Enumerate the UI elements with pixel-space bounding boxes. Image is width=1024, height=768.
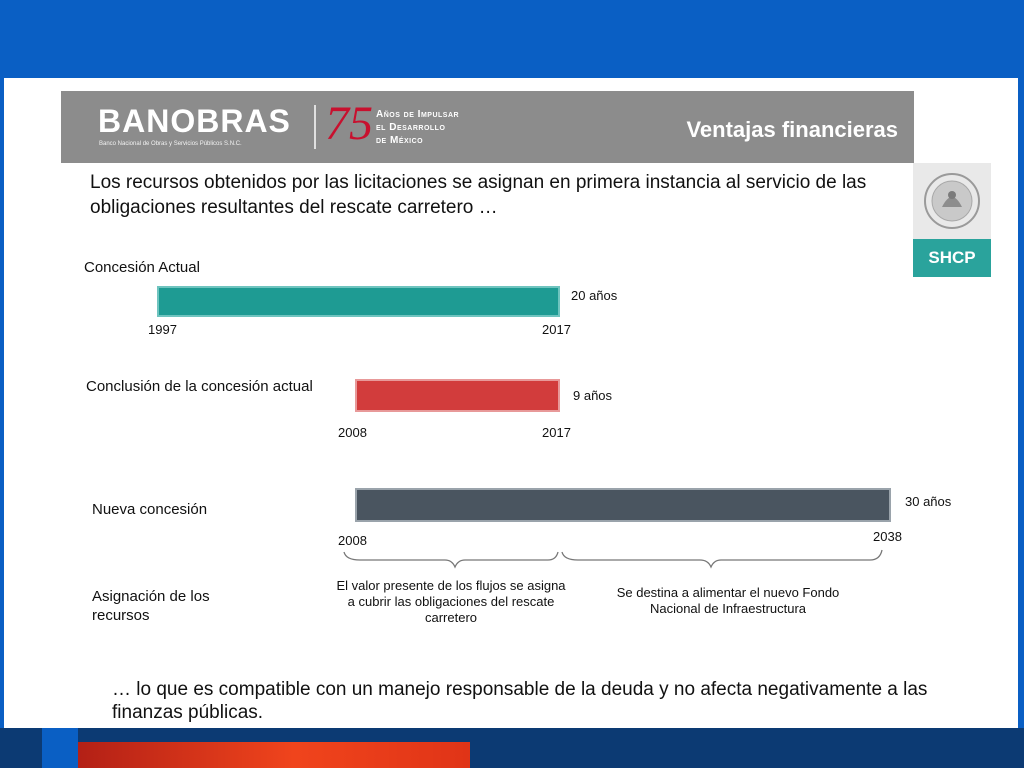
shcp-logo: SHCP bbox=[913, 163, 991, 277]
left-edge bbox=[0, 78, 4, 728]
timeline-end-current: 2017 bbox=[542, 322, 571, 337]
timeline-start-new: 2008 bbox=[338, 533, 367, 548]
allocation-label: Asignación de los recursos bbox=[92, 588, 210, 624]
top-band bbox=[0, 0, 1024, 78]
allocation-note-right: Se destina a alimentar el nuevo Fondo Na… bbox=[616, 585, 840, 616]
timeline-start-conclusion: 2008 bbox=[338, 425, 367, 440]
banobras-logo-subtitle: Banco Nacional de Obras y Servicios Públ… bbox=[99, 141, 242, 147]
slide-title: Ventajas financieras bbox=[686, 117, 898, 142]
header-divider bbox=[314, 105, 316, 149]
anniversary-line-1: Años de Impulsar bbox=[376, 109, 460, 120]
anniversary-line-3: de México bbox=[376, 135, 424, 146]
bottom-accent-bar bbox=[78, 742, 470, 768]
timeline-duration-current: 20 años bbox=[571, 288, 618, 303]
brace-right bbox=[561, 549, 883, 569]
brace-left bbox=[343, 551, 559, 569]
closing-text: … lo que es compatible con un manejo res… bbox=[112, 679, 928, 723]
shcp-label: SHCP bbox=[913, 239, 991, 277]
bottom-block bbox=[42, 728, 78, 768]
timeline-end-conclusion: 2017 bbox=[542, 425, 571, 440]
mexican-coat-of-arms-icon bbox=[913, 163, 991, 239]
anniversary-line-2: el Desarrollo bbox=[376, 122, 446, 133]
timeline-label-current: Concesión Actual bbox=[84, 259, 200, 276]
intro-text: Los recursos obtenidos por las licitacio… bbox=[90, 172, 867, 218]
anniversary-number: 75 bbox=[325, 97, 373, 150]
allocation-note-left: El valor presente de los flujos se asign… bbox=[336, 578, 566, 625]
timeline-duration-new: 30 años bbox=[905, 494, 952, 509]
banobras-logo: BANOBRAS bbox=[98, 103, 291, 139]
anniversary-text: Años de Impulsar el Desarrollo de México bbox=[376, 108, 459, 147]
timeline-bar-conclusion bbox=[355, 379, 560, 412]
slide-header: BANOBRAS Banco Nacional de Obras y Servi… bbox=[61, 91, 914, 163]
timeline-end-new: 2038 bbox=[873, 529, 902, 544]
timeline-label-new: Nueva concesión bbox=[92, 501, 208, 518]
timeline-bar-new bbox=[355, 488, 891, 522]
right-edge bbox=[1018, 78, 1024, 728]
timeline-start-current: 1997 bbox=[148, 322, 177, 337]
timeline-duration-conclusion: 9 años bbox=[573, 388, 613, 403]
timeline-bar-current bbox=[157, 286, 560, 317]
timeline-label-conclusion: Conclusión de la concesión actual bbox=[86, 378, 313, 395]
